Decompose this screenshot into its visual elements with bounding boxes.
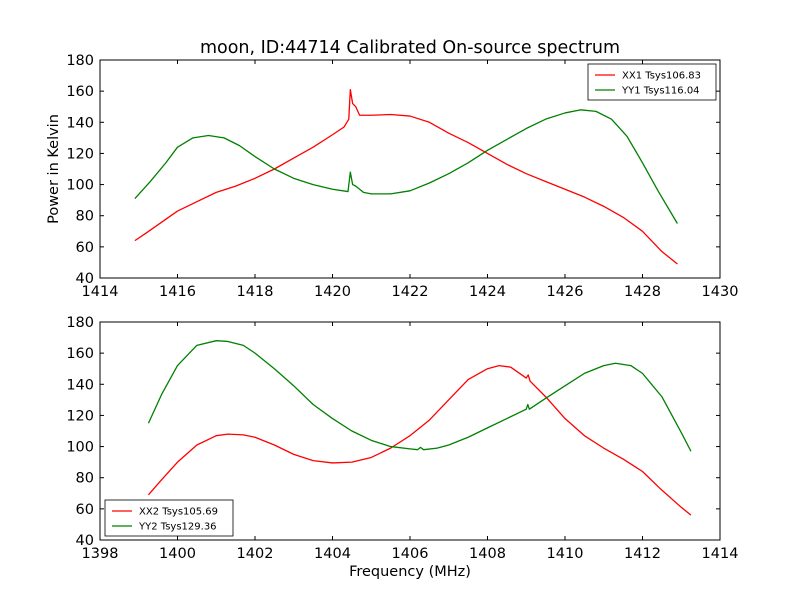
- x-tick-label: 1430: [702, 284, 739, 300]
- y-tick-label: 60: [76, 240, 94, 256]
- legend-box: [104, 499, 234, 537]
- x-tick-label: 1414: [702, 546, 739, 562]
- legend: XX2 Tsys105.69 YY2 Tsys129.36: [104, 499, 234, 537]
- x-tick-label: 1406: [392, 546, 429, 562]
- x-tick-label: 1428: [624, 284, 661, 300]
- y-tick-label: 100: [66, 440, 94, 456]
- y-tick-label: 180: [66, 53, 94, 69]
- y-tick-label: 100: [66, 178, 94, 194]
- series-line-1: [147, 364, 692, 516]
- legend-label-1: XX1 Tsys106.83: [622, 71, 701, 82]
- x-tick-label: 1400: [159, 546, 196, 562]
- y-tick-label: 160: [66, 346, 94, 362]
- y-tick-label: 120: [66, 408, 94, 424]
- y-axis-label: Power in Kelvin: [46, 114, 62, 224]
- y-tick-label: 80: [76, 209, 94, 225]
- y-tick-label: 120: [66, 146, 94, 162]
- x-tick-label: 1404: [314, 546, 351, 562]
- x-tick-label: 1422: [392, 284, 429, 300]
- legend-label-1: XX2 Tsys105.69: [139, 507, 218, 518]
- legend-box: [587, 63, 717, 101]
- x-tick-label: 1412: [624, 546, 661, 562]
- legend-label-2: YY2 Tsys129.36: [138, 522, 217, 533]
- y-tick-label: 140: [66, 115, 94, 131]
- x-tick-label: 1418: [237, 284, 274, 300]
- chart-panel-1: 1414 1416 1418 1420 1422 1424 1426 1428 1430 40 60…: [46, 53, 738, 300]
- series-line-2: [134, 109, 678, 224]
- plots-container: 1414 1416 1418 1420 1422 1424 1426 1428 1430 40 60…: [46, 53, 738, 562]
- x-tick-label: 1424: [469, 284, 506, 300]
- series-line-2: [147, 340, 692, 452]
- y-tick-label: 80: [76, 471, 94, 487]
- x-axis-label: Frequency (MHz): [349, 564, 471, 580]
- y-tick-label: 180: [66, 315, 94, 331]
- figure-title: moon, ID:44714 Calibrated On-source spec…: [200, 38, 620, 58]
- y-tick-label: 40: [76, 533, 94, 549]
- chart-panel-2: 1398 1400 1402 1404 1406 1408 1410 1412 1414 40 60…: [66, 315, 738, 562]
- y-tick-label: 40: [76, 271, 94, 287]
- x-tick-label: 1416: [159, 284, 196, 300]
- legend: XX1 Tsys106.83 YY1 Tsys116.04: [587, 63, 717, 101]
- x-tick-label: 1414: [82, 284, 119, 300]
- x-tick-label: 1426: [547, 284, 584, 300]
- y-tick-label: 60: [76, 502, 94, 518]
- y-tick-label: 160: [66, 84, 94, 100]
- x-tick-label: 1408: [469, 546, 506, 562]
- y-tick-label: 140: [66, 377, 94, 393]
- x-tick-label: 1398: [82, 546, 119, 562]
- series-line-1: [134, 88, 678, 265]
- x-tick-label: 1410: [547, 546, 584, 562]
- x-tick-label: 1420: [314, 284, 351, 300]
- x-tick-label: 1402: [237, 546, 274, 562]
- legend-label-2: YY1 Tsys116.04: [621, 86, 700, 97]
